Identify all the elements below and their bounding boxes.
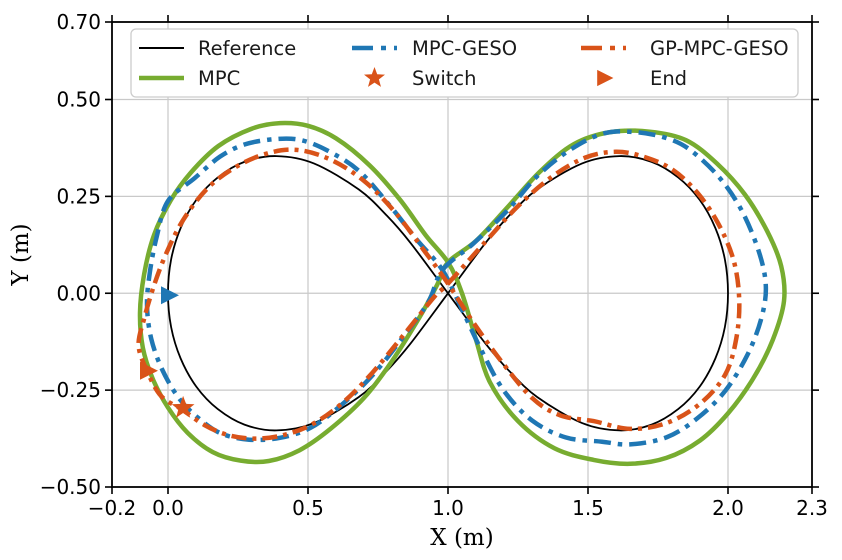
switch-marker (171, 395, 195, 418)
x-tick-label: 1.5 (572, 496, 604, 520)
legend-sample-switch-star-icon (364, 67, 385, 87)
x-tick-label: 1.0 (432, 496, 464, 520)
y-axis-label: Y (m) (8, 223, 34, 286)
legend-label-end: End (650, 67, 687, 90)
legend-label-mpc: MPC (198, 67, 240, 90)
x-tick-label: 2.0 (712, 496, 744, 520)
y-tick-label: 0.00 (56, 281, 101, 305)
y-tick-label: 0.70 (56, 10, 101, 34)
y-tick-label: −0.25 (40, 378, 101, 402)
legend-sample-end-triangle-icon (597, 69, 614, 87)
y-tick-label: −0.50 (40, 475, 101, 499)
series-mpc (137, 120, 787, 467)
x-tick-label: −0.2 (88, 496, 137, 520)
legend-label-gp-mpc-geso: GP-MPC-GESO (650, 37, 789, 60)
x-tick-label: 0.0 (152, 496, 184, 520)
legend-label-reference: Reference (198, 37, 296, 60)
series-reference (167, 155, 729, 432)
legend-label-mpc-geso: MPC-GESO (412, 37, 517, 60)
y-tick-label: 0.25 (56, 184, 101, 208)
x-tick-label: 2.3 (796, 496, 828, 520)
series-gp-mpc-geso (136, 147, 742, 441)
legend-label-switch: Switch (412, 67, 476, 90)
axes-spines (111, 21, 813, 488)
y-tick-label: 0.50 (56, 88, 101, 112)
legend-box (130, 28, 799, 98)
x-axis-label: X (m) (430, 525, 493, 551)
end-marker-gp (140, 361, 158, 380)
end-marker-geso (161, 286, 179, 305)
x-tick-label: 0.5 (292, 496, 324, 520)
